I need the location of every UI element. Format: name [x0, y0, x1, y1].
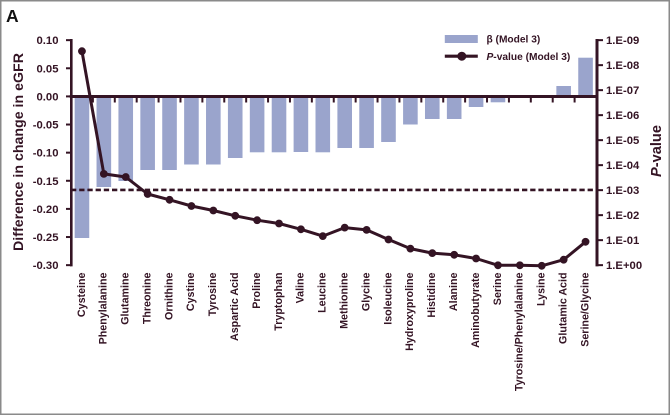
svg-text:Aminobutyrate: Aminobutyrate: [470, 272, 482, 347]
svg-text:-0.10: -0.10: [33, 148, 59, 160]
svg-text:Hydroxyproline: Hydroxyproline: [404, 272, 416, 350]
svg-text:Phenylalanine: Phenylalanine: [98, 272, 110, 344]
svg-text:P-value (Model 3): P-value (Model 3): [487, 52, 571, 63]
svg-text:Lysine: Lysine: [536, 272, 548, 306]
svg-text:1.E-06: 1.E-06: [606, 110, 639, 122]
svg-text:Serine/Glycine: Serine/Glycine: [579, 272, 591, 346]
svg-text:Aspartic Acid: Aspartic Acid: [229, 273, 241, 342]
svg-text:Tyrosine: Tyrosine: [207, 272, 219, 316]
svg-text:-0.20: -0.20: [33, 204, 59, 216]
svg-text:1.E-05: 1.E-05: [606, 135, 639, 147]
svg-text:Isoleucine: Isoleucine: [382, 272, 394, 324]
svg-text:Glutamic Acid: Glutamic Acid: [557, 273, 569, 344]
svg-text:Threonine: Threonine: [141, 272, 153, 324]
svg-text:1.E-01: 1.E-01: [606, 235, 639, 247]
svg-text:1.E-04: 1.E-04: [606, 160, 640, 172]
svg-text:Cystine: Cystine: [185, 272, 197, 311]
svg-text:1.E-02: 1.E-02: [606, 210, 639, 222]
svg-text:Valine: Valine: [295, 272, 307, 303]
svg-text:Histidine: Histidine: [426, 272, 438, 317]
svg-text:1.E-09: 1.E-09: [606, 35, 639, 47]
svg-text:A: A: [6, 6, 19, 26]
svg-text:Glycine: Glycine: [360, 272, 372, 311]
svg-text:Ornithine: Ornithine: [163, 272, 175, 320]
svg-text:-0.25: -0.25: [33, 232, 59, 244]
svg-text:Difference in change in eGFR: Difference in change in eGFR: [11, 53, 27, 251]
svg-text:1.E-07: 1.E-07: [606, 85, 639, 97]
svg-text:Methionine: Methionine: [339, 272, 351, 328]
svg-text:-0.15: -0.15: [33, 176, 59, 188]
svg-text:Tryptophan: Tryptophan: [273, 273, 285, 331]
svg-text:β (Model 3): β (Model 3): [487, 35, 541, 46]
svg-text:Proline: Proline: [251, 272, 263, 308]
svg-text:1.E+00: 1.E+00: [606, 260, 642, 272]
svg-text:-0.30: -0.30: [33, 260, 59, 272]
svg-text:Tyrosine/Phenylalanine: Tyrosine/Phenylalanine: [514, 272, 526, 391]
svg-text:0.00: 0.00: [37, 91, 59, 103]
svg-text:P-value: P-value: [649, 125, 665, 177]
svg-text:1.E-03: 1.E-03: [606, 185, 639, 197]
svg-text:0.05: 0.05: [37, 63, 59, 75]
svg-text:Leucine: Leucine: [317, 272, 329, 312]
svg-text:0.10: 0.10: [37, 35, 59, 47]
svg-text:Serine: Serine: [492, 272, 504, 305]
svg-text:-0.05: -0.05: [33, 120, 59, 132]
svg-text:Glutamine: Glutamine: [120, 272, 132, 324]
svg-text:Alanine: Alanine: [448, 272, 460, 311]
svg-text:1.E-08: 1.E-08: [606, 60, 639, 72]
svg-text:Cysteine: Cysteine: [76, 272, 88, 317]
